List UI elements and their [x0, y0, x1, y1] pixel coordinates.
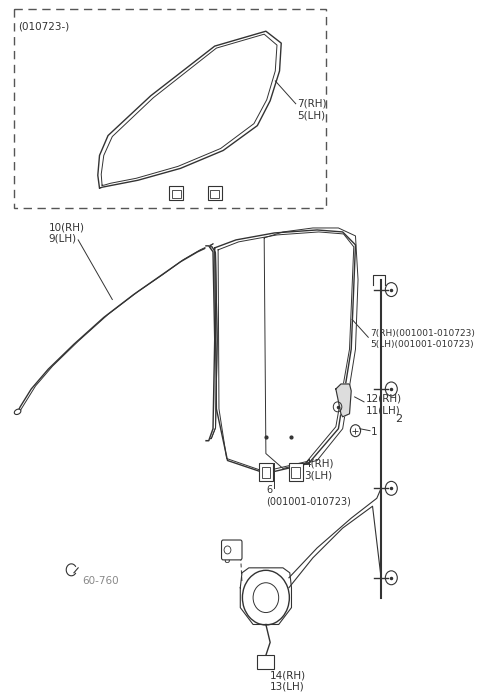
- Bar: [210, 190, 219, 198]
- Text: 1: 1: [371, 426, 377, 437]
- Bar: [259, 463, 273, 482]
- Bar: [289, 463, 302, 482]
- Polygon shape: [336, 384, 351, 417]
- Polygon shape: [206, 246, 215, 440]
- Text: 4(RH)
3(LH): 4(RH) 3(LH): [304, 459, 334, 480]
- Bar: [14, 9, 325, 208]
- Text: 7(RH)(001001-010723)
5(LH)(001001-010723): 7(RH)(001001-010723) 5(LH)(001001-010723…: [370, 329, 475, 349]
- Text: 6
(001001-010723): 6 (001001-010723): [266, 485, 351, 507]
- Text: 14(RH)
13(LH): 14(RH) 13(LH): [270, 670, 306, 692]
- Text: 10(RH)
9(LH): 10(RH) 9(LH): [48, 222, 84, 244]
- Text: 2: 2: [396, 414, 403, 424]
- Text: 8: 8: [223, 555, 230, 565]
- Bar: [257, 655, 275, 669]
- Text: 7(RH)
5(LH): 7(RH) 5(LH): [298, 99, 327, 120]
- Polygon shape: [264, 228, 358, 468]
- Text: 12(RH)
11(LH): 12(RH) 11(LH): [366, 394, 402, 415]
- Text: (010723-): (010723-): [18, 21, 70, 31]
- FancyBboxPatch shape: [222, 540, 242, 560]
- Bar: [291, 468, 300, 478]
- Ellipse shape: [14, 409, 21, 415]
- Bar: [169, 186, 183, 200]
- Bar: [172, 190, 180, 198]
- Text: 60-760: 60-760: [83, 576, 119, 586]
- Bar: [262, 468, 270, 478]
- Bar: [208, 186, 222, 200]
